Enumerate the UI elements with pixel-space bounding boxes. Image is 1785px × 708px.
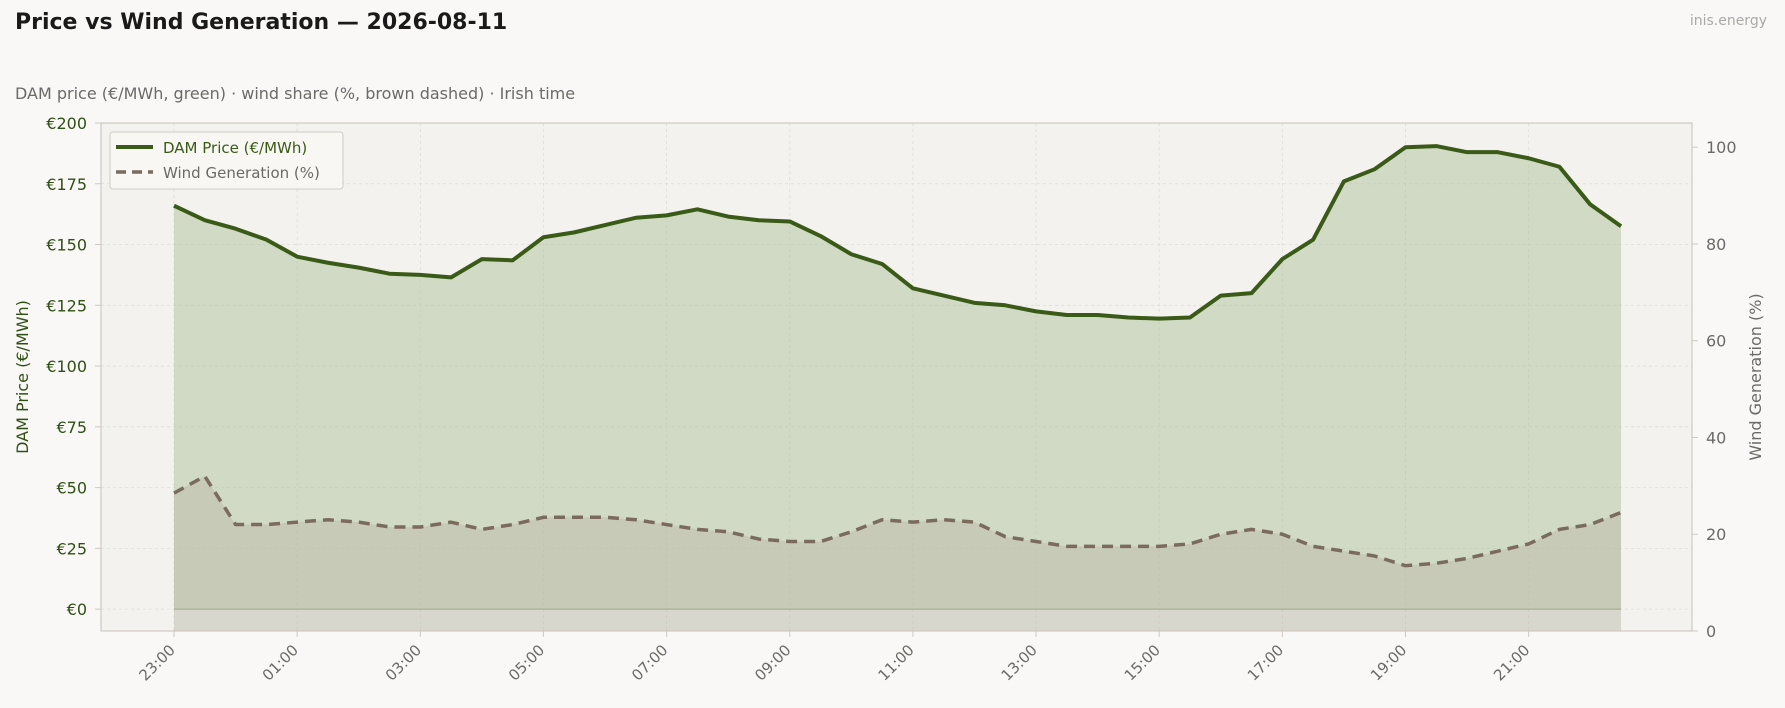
- page-title: Price vs Wind Generation — 2026-08-11: [15, 10, 508, 35]
- x-tick-label: 03:00: [382, 641, 425, 684]
- y-tick-label: €25: [56, 539, 87, 558]
- y-tick-label: €100: [46, 357, 87, 376]
- y-tick-label: €200: [46, 114, 87, 133]
- y2-axis-label: Wind Generation (%): [1746, 293, 1765, 460]
- x-tick-label: 09:00: [751, 641, 794, 684]
- legend-wind-label: Wind Generation (%): [163, 164, 320, 182]
- price-area-fill: [174, 146, 1621, 610]
- x-tick-label: 15:00: [1121, 641, 1164, 684]
- x-tick-label: 13:00: [998, 641, 1041, 684]
- y2-tick-label: 80: [1706, 235, 1726, 254]
- x-tick-label: 23:00: [136, 641, 179, 684]
- y-tick-label: €125: [46, 296, 87, 315]
- y-tick-label: €150: [46, 236, 87, 255]
- legend-price-label: DAM Price (€/MWh): [163, 139, 307, 157]
- legend-box: [109, 131, 344, 190]
- y2-tick-label: 40: [1706, 428, 1726, 447]
- x-tick-label: 05:00: [505, 641, 548, 684]
- y-tick-label: €75: [56, 418, 87, 437]
- y2-tick-label: 0: [1706, 622, 1716, 641]
- price-series-line: [173, 144, 1623, 321]
- chart-subtitle: DAM price (€/MWh, green) · wind share (%…: [15, 84, 576, 103]
- y2-tick-label: 20: [1706, 525, 1726, 544]
- plot-frame: [100, 122, 1693, 632]
- x-tick-label: 19:00: [1367, 641, 1410, 684]
- y2-tick-label: 60: [1706, 332, 1726, 351]
- wind-series-line: [173, 474, 1622, 568]
- x-tick-label: 11:00: [874, 641, 917, 684]
- y-tick-label: €175: [46, 175, 87, 194]
- x-tick-label: 07:00: [628, 641, 671, 684]
- y-tick-label: €50: [56, 479, 87, 498]
- wind-area-fill: [174, 476, 1621, 631]
- brand-label: inis.energy: [1689, 13, 1767, 29]
- x-tick-label: 17:00: [1244, 641, 1287, 684]
- x-tick-label: 21:00: [1490, 641, 1533, 684]
- x-tick-label: 01:00: [259, 641, 302, 684]
- y-tick-label: €0: [67, 600, 87, 619]
- y-axis-label: DAM Price (€/MWh): [13, 300, 32, 454]
- y2-tick-label: 100: [1706, 138, 1737, 157]
